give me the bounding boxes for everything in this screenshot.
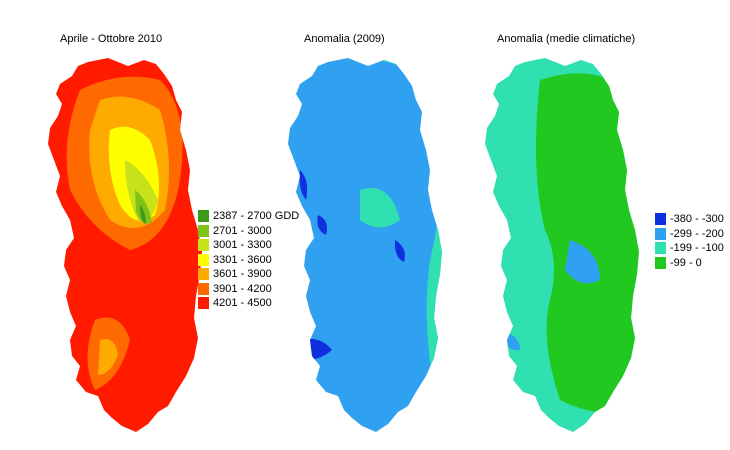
- legend-label: -99 - 0: [670, 256, 702, 269]
- legend-swatch: [655, 213, 666, 226]
- legend-swatch: [198, 282, 209, 295]
- legend-label: -199 - -100: [670, 242, 724, 255]
- legend-swatch: [198, 253, 209, 266]
- legend-label: 3601 - 3900: [213, 268, 272, 281]
- legend-label: 4201 - 4500: [213, 297, 272, 310]
- legend-item: -380 - -300: [655, 212, 724, 227]
- legend-swatch: [198, 224, 209, 237]
- legend-item: 3001 - 3300: [198, 238, 299, 253]
- legend-item: 3601 - 3900: [198, 267, 299, 282]
- legend-swatch: [655, 227, 666, 240]
- map-anomaly-2009: [288, 58, 442, 432]
- legend-item: -199 - -100: [655, 241, 724, 256]
- legend-item: 2387 - 2700 GDD: [198, 209, 299, 224]
- legend-swatch: [198, 210, 209, 223]
- panel-title-anomaly-2009: Anomalia (2009): [304, 33, 385, 45]
- legend-gdd: 2387 - 2700 GDD 2701 - 3000 3001 - 3300 …: [198, 209, 299, 311]
- map-gdd: [48, 58, 202, 432]
- legend-swatch: [198, 239, 209, 252]
- legend-label: 2701 - 3000: [213, 224, 272, 237]
- legend-label: 3001 - 3300: [213, 239, 272, 252]
- map-anomaly-climate: [485, 58, 639, 432]
- legend-swatch: [198, 268, 209, 281]
- legend-label: 3301 - 3600: [213, 253, 272, 266]
- legend-item: 3301 - 3600: [198, 253, 299, 268]
- panel-title-gdd: Aprile - Ottobre 2010: [60, 33, 163, 45]
- legend-item: -299 - -200: [655, 227, 724, 242]
- legend-swatch: [198, 297, 209, 310]
- legend-item: -99 - 0: [655, 256, 724, 271]
- legend-item: 3901 - 4200: [198, 282, 299, 297]
- legend-anomaly: -380 - -300 -299 - -200 -199 - -100 -99 …: [655, 212, 724, 270]
- legend-item: 4201 - 4500: [198, 296, 299, 311]
- legend-item: 2701 - 3000: [198, 224, 299, 239]
- legend-label: 3901 - 4200: [213, 282, 272, 295]
- legend-swatch: [655, 242, 666, 255]
- legend-label: 2387 - 2700 GDD: [213, 210, 300, 223]
- legend-label: -380 - -300: [670, 213, 724, 226]
- legend-swatch: [655, 256, 666, 269]
- legend-label: -299 - -200: [670, 227, 724, 240]
- panel-title-anomaly-climate: Anomalia (medie climatiche): [497, 33, 636, 45]
